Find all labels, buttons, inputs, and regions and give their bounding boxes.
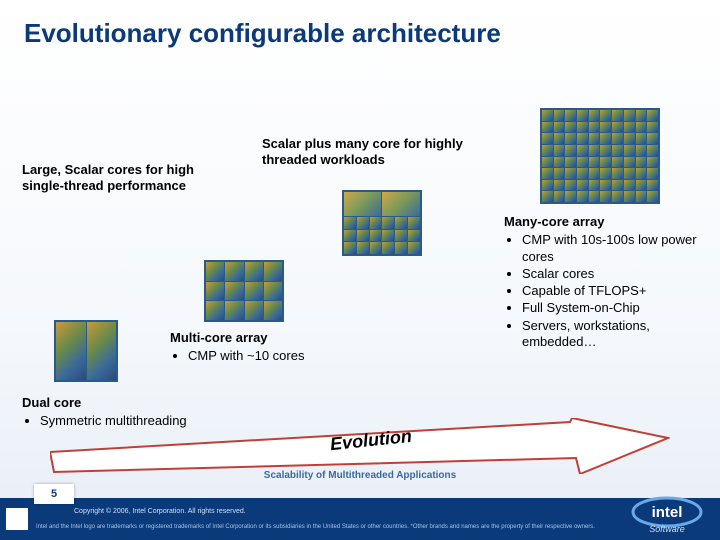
many-bullet-3: Full System-on-Chip — [522, 300, 714, 316]
many-bullet-0: CMP with 10s-100s low power cores — [522, 232, 714, 265]
stage-scalar-die — [342, 190, 422, 256]
many-bullet-1: Scalar cores — [522, 266, 714, 282]
footer-bar: 5 Copyright © 2006, Intel Corporation. A… — [0, 498, 720, 540]
scalar-heading: Scalar plus many core for highly threade… — [262, 136, 463, 167]
multi-heading: Multi-core array — [170, 330, 268, 345]
stage-many-die — [540, 108, 660, 204]
stage-many-caption: Many-core array CMP with 10s-100s low po… — [504, 214, 714, 351]
stage-dual-die — [54, 320, 118, 382]
dual-heading: Dual core — [22, 395, 81, 410]
slide-title: Evolutionary configurable architecture — [0, 0, 720, 49]
software-products-icon — [6, 508, 28, 530]
trademark-text: Intel and the Intel logo are trademarks … — [36, 524, 620, 530]
large-heading: Large, Scalar cores for high single-thre… — [22, 162, 194, 193]
many-bullet-4: Servers, workstations, embedded… — [522, 318, 714, 351]
multi-bullet-0: CMP with ~10 cores — [188, 348, 380, 364]
stage-large-caption: Large, Scalar cores for high single-thre… — [22, 162, 212, 195]
many-heading: Many-core array — [504, 214, 604, 229]
subfooter-text: Scalability of Multithreaded Application… — [0, 470, 720, 481]
stage-scalar-caption: Scalar plus many core for highly threade… — [262, 136, 482, 169]
stage-multi-caption: Multi-core array CMP with ~10 cores — [170, 330, 380, 366]
svg-text:intel: intel — [652, 504, 683, 521]
evolution-arrow: Evolution — [50, 418, 670, 474]
svg-text:Software: Software — [649, 524, 685, 534]
copyright-text: Copyright © 2006, Intel Corporation. All… — [74, 508, 246, 515]
stage-multi-die — [204, 260, 284, 322]
many-bullet-2: Capable of TFLOPS+ — [522, 283, 714, 299]
page-number: 5 — [34, 484, 74, 504]
intel-logo: intel Software — [628, 496, 706, 534]
